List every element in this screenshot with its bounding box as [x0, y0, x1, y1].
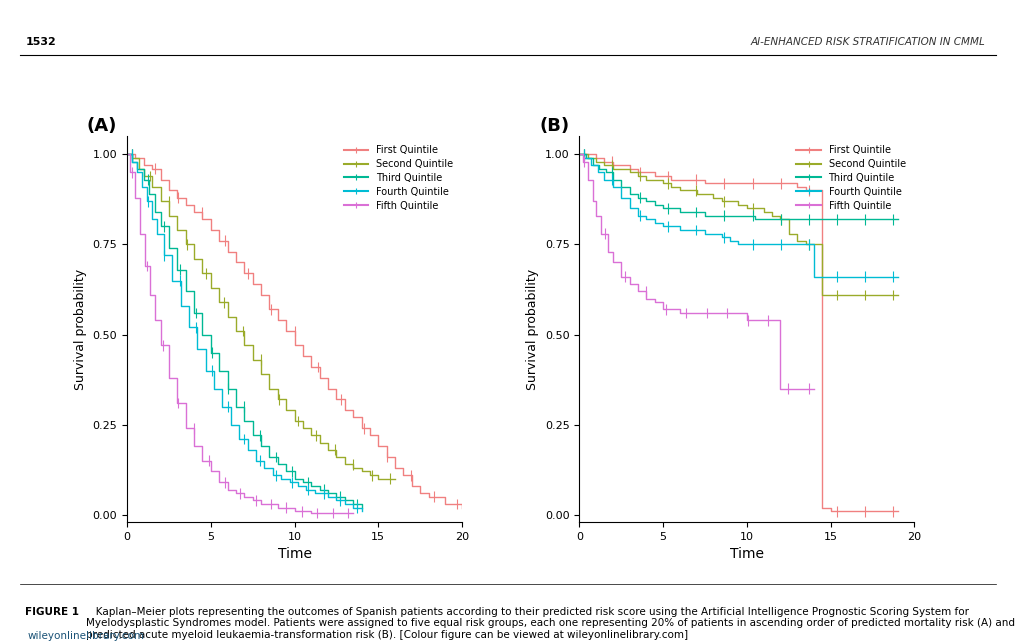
Y-axis label: Survival probability: Survival probability [526, 268, 539, 390]
Text: AI-ENHANCED RISK STRATIFICATION IN CMML: AI-ENHANCED RISK STRATIFICATION IN CMML [751, 37, 986, 47]
X-axis label: Time: Time [277, 547, 312, 561]
X-axis label: Time: Time [729, 547, 764, 561]
Text: 1532: 1532 [25, 37, 56, 47]
Y-axis label: Survival probability: Survival probability [74, 268, 87, 390]
Text: BJHaem: BJHaem [91, 19, 152, 32]
Legend: First Quintile, Second Quintile, Third Quintile, Fourth Quintile, Fifth Quintile: First Quintile, Second Quintile, Third Q… [792, 141, 909, 214]
Text: FIGURE 1: FIGURE 1 [25, 607, 79, 617]
Legend: First Quintile, Second Quintile, Third Quintile, Fourth Quintile, Fifth Quintile: First Quintile, Second Quintile, Third Q… [340, 141, 457, 214]
Text: Kaplan–Meier plots representing the outcomes of Spanish patients according to th: Kaplan–Meier plots representing the outc… [86, 607, 1015, 640]
Text: wileyonlinelibrary.com: wileyonlinelibrary.com [27, 631, 144, 641]
Text: (A): (A) [86, 117, 117, 135]
Text: (B): (B) [539, 117, 569, 135]
Text: BRITISH JOURNAL OF HAEMATOLOGY: BRITISH JOURNAL OF HAEMATOLOGY [89, 44, 154, 48]
